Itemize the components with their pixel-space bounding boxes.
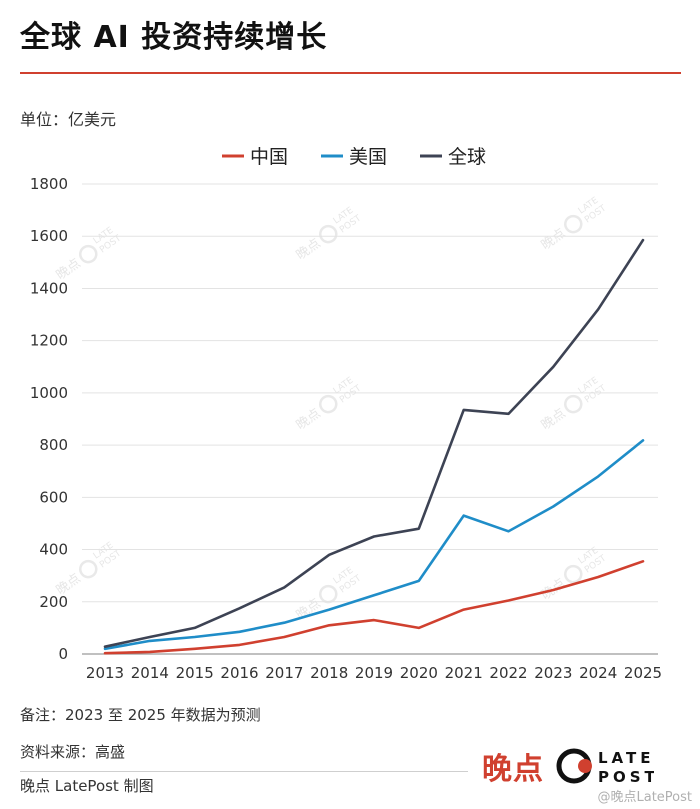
- series-line: [103, 439, 645, 651]
- y-tick-label: 600: [39, 488, 68, 506]
- y-tick-label: 1800: [30, 175, 68, 193]
- platform-watermark: @晚点LatePost: [597, 790, 692, 805]
- series-line: [103, 559, 645, 655]
- watermark-logo-icon: [319, 584, 338, 604]
- latepost-logo-icon: LATE POST: [556, 748, 654, 786]
- y-axis: 0 200 400 600 800 1000 1200 1400 1600 1800: [30, 175, 68, 663]
- forecast-note: 备注：2023 至 2025 年数据为预测: [20, 706, 261, 724]
- x-tick-label: 2020: [400, 664, 438, 682]
- y-tick-label: 1600: [30, 227, 68, 245]
- unit-label: 单位：亿美元: [20, 110, 117, 129]
- logo-text-late: LATE: [598, 749, 654, 767]
- y-tick-label: 1400: [30, 279, 68, 297]
- legend-label: 全球: [448, 146, 486, 168]
- x-tick-label: 2019: [355, 664, 393, 682]
- watermark-logo-icon: [564, 214, 583, 234]
- x-axis: 2013 2014 2015 2016 2017 2018 2019 2020 2021 2022…: [86, 664, 662, 682]
- y-tick-label: 400: [39, 541, 68, 559]
- x-tick-label: 2015: [176, 664, 214, 682]
- y-tick-label: 800: [39, 436, 68, 454]
- watermark-logo-icon: [564, 394, 583, 414]
- x-tick-label: 2018: [310, 664, 348, 682]
- x-tick-label: 2014: [131, 664, 169, 682]
- series-line: [103, 238, 645, 649]
- brand-name: 晚点: [482, 752, 544, 787]
- chart-credit: 晚点 LatePost 制图: [20, 777, 154, 795]
- watermark-logo-icon: [564, 564, 583, 584]
- y-tick-label: 0: [58, 645, 68, 663]
- x-tick-label: 2023: [534, 664, 572, 682]
- watermark-text: 晚点: [539, 226, 569, 253]
- watermark-text: 晚点: [294, 406, 324, 433]
- y-tick-label: 200: [39, 593, 68, 611]
- legend: 中国 美国 全球: [222, 146, 486, 168]
- watermark-text: 晚点: [539, 406, 569, 433]
- watermark-logo-icon: [79, 244, 98, 264]
- footer-divider: [20, 771, 468, 772]
- logo-text-post: POST: [598, 768, 654, 786]
- brand-logo: 晚点 LATE POST: [482, 744, 654, 788]
- x-tick-label: 2013: [86, 664, 124, 682]
- x-tick-label: 2022: [489, 664, 527, 682]
- legend-label: 中国: [250, 146, 288, 168]
- chart-title: 全球 AI 投资持续增长: [20, 20, 328, 55]
- watermark-text: 晚点: [294, 236, 324, 263]
- x-tick-label: 2017: [265, 664, 303, 682]
- data-source: 资料来源：高盛: [20, 743, 126, 761]
- grid-lines: [82, 183, 658, 655]
- watermark-logo-icon: [79, 559, 98, 579]
- series-lines: [103, 238, 645, 655]
- y-tick-label: 1000: [30, 384, 68, 402]
- y-tick-label: 1200: [30, 332, 68, 350]
- legend-label: 美国: [349, 146, 387, 168]
- title-divider: [20, 72, 681, 74]
- watermark-logo-icon: [319, 394, 338, 414]
- x-tick-label: 2021: [445, 664, 483, 682]
- x-tick-label: 2025: [624, 664, 662, 682]
- x-tick-label: 2024: [579, 664, 617, 682]
- x-tick-label: 2016: [220, 664, 258, 682]
- watermark-logo-icon: [319, 224, 338, 244]
